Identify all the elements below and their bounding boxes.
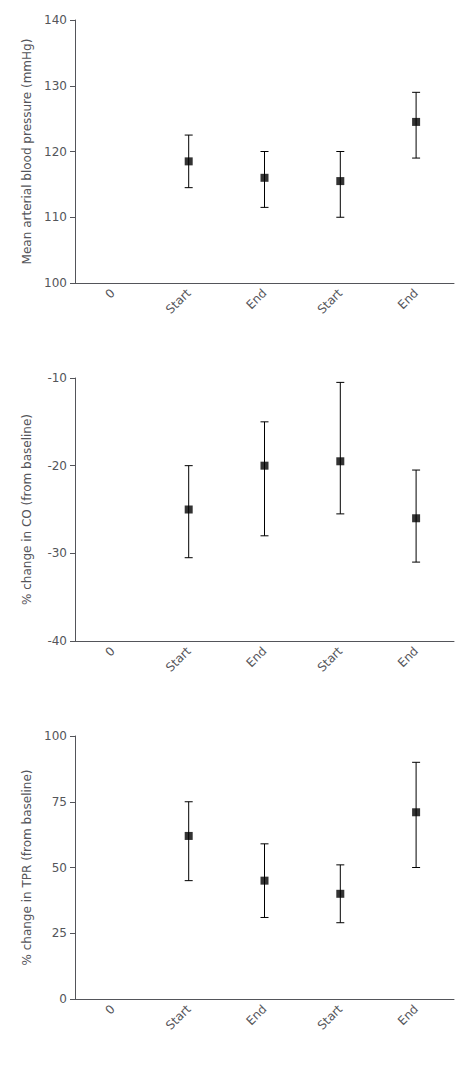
svg-text:Start: Start (315, 644, 346, 675)
svg-text:120: 120 (44, 145, 67, 159)
svg-text:-20: -20 (47, 459, 67, 473)
svg-text:End: End (243, 644, 269, 670)
svg-text:100: 100 (44, 276, 67, 290)
svg-text:End: End (395, 1002, 421, 1028)
svg-text:-30: -30 (47, 546, 67, 560)
svg-text:0: 0 (103, 1002, 118, 1017)
svg-text:130: 130 (44, 79, 67, 93)
svg-text:End: End (243, 286, 269, 312)
svg-text:140: 140 (44, 13, 67, 27)
svg-text:0: 0 (103, 286, 118, 301)
svg-text:Start: Start (315, 286, 346, 317)
svg-text:End: End (243, 1002, 269, 1028)
svg-text:% change in TPR (from baseline: % change in TPR (from baseline) (20, 769, 34, 965)
svg-text:Start: Start (163, 644, 194, 675)
svg-text:100: 100 (44, 729, 67, 743)
svg-text:-10: -10 (47, 371, 67, 385)
svg-text:0: 0 (59, 992, 67, 1006)
svg-text:75: 75 (52, 795, 67, 809)
svg-text:End: End (395, 286, 421, 312)
svg-text:110: 110 (44, 210, 67, 224)
svg-text:Start: Start (163, 1002, 194, 1033)
svg-text:-40: -40 (47, 634, 67, 648)
svg-text:Mean arterial blood pressure (: Mean arterial blood pressure (mmHg) (20, 39, 34, 265)
svg-text:Start: Start (163, 286, 194, 317)
svg-text:Start: Start (315, 1002, 346, 1033)
svg-text:End: End (395, 644, 421, 670)
svg-text:0: 0 (103, 644, 118, 659)
svg-text:% change in CO (from baseline): % change in CO (from baseline) (20, 414, 34, 605)
svg-text:25: 25 (52, 926, 67, 940)
svg-text:50: 50 (52, 861, 67, 875)
